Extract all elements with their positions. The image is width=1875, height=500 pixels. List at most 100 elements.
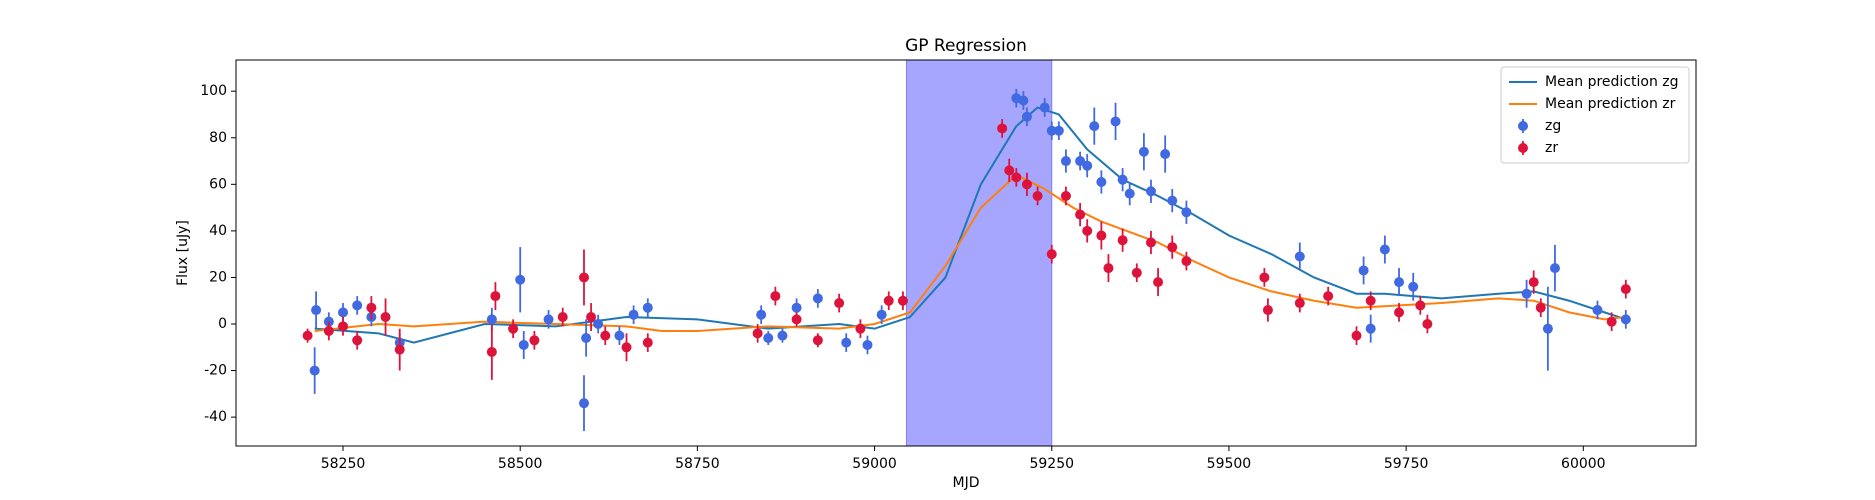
- data-point: [1082, 225, 1093, 236]
- legend-swatch: [1518, 143, 1528, 153]
- data-point: [1181, 207, 1192, 218]
- data-point: [791, 314, 802, 325]
- data-point: [1096, 176, 1107, 187]
- y-tick-label: 80: [209, 130, 227, 146]
- data-point: [600, 330, 611, 341]
- data-point: [1167, 242, 1178, 253]
- data-point: [1535, 302, 1546, 313]
- data-point: [1181, 256, 1192, 267]
- y-axis-label: Flux [uJy]: [175, 220, 191, 286]
- data-point: [586, 312, 597, 323]
- data-point: [1160, 149, 1171, 160]
- y-tick-label: 60: [209, 176, 227, 192]
- data-point: [1358, 265, 1369, 276]
- legend-label: zg: [1545, 118, 1561, 134]
- data-point: [841, 337, 852, 348]
- data-point: [1039, 102, 1050, 113]
- data-point: [1021, 179, 1032, 190]
- data-point: [1379, 244, 1390, 255]
- data-point: [1592, 305, 1603, 316]
- legend-label: Mean prediction zr: [1545, 96, 1676, 112]
- data-point: [1117, 235, 1128, 246]
- data-point: [1294, 251, 1305, 262]
- data-point: [997, 123, 1008, 134]
- data-point: [777, 330, 788, 341]
- data-point: [1145, 186, 1156, 197]
- data-point: [486, 314, 497, 325]
- data-point: [897, 295, 908, 306]
- data-point: [1351, 330, 1362, 341]
- data-point: [1542, 323, 1553, 334]
- data-point: [394, 344, 405, 355]
- data-point: [642, 337, 653, 348]
- data-point: [1521, 288, 1532, 299]
- data-point: [1606, 316, 1617, 327]
- data-point: [352, 335, 363, 346]
- data-point: [518, 339, 529, 350]
- data-point: [1259, 272, 1270, 283]
- data-point: [1138, 146, 1149, 157]
- data-point: [490, 291, 501, 302]
- x-tick-label: 58500: [498, 456, 543, 472]
- data-point: [1365, 323, 1376, 334]
- x-tick-label: 59250: [1029, 456, 1074, 472]
- data-point: [1167, 195, 1178, 206]
- data-point: [366, 302, 377, 313]
- y-tick-label: -40: [204, 409, 227, 425]
- data-point: [621, 342, 632, 353]
- data-point: [1011, 172, 1022, 183]
- data-point: [1053, 125, 1064, 136]
- legend-swatch: [1518, 121, 1528, 131]
- data-point: [1415, 300, 1426, 311]
- data-point: [309, 365, 320, 376]
- data-point: [1018, 95, 1029, 106]
- data-point: [1145, 237, 1156, 248]
- data-point: [1082, 160, 1093, 171]
- data-point: [1394, 307, 1405, 318]
- data-point: [1075, 209, 1086, 220]
- data-point: [1408, 281, 1419, 292]
- data-point: [756, 309, 767, 320]
- data-point: [529, 335, 540, 346]
- plot-frame: [235, 59, 1697, 447]
- y-tick-label: 20: [209, 269, 227, 285]
- data-point: [855, 323, 866, 334]
- data-point: [1394, 277, 1405, 288]
- x-tick-label: 59750: [1384, 456, 1429, 472]
- data-point: [752, 328, 763, 339]
- data-point: [1153, 277, 1164, 288]
- data-point: [578, 272, 589, 283]
- data-point: [614, 330, 625, 341]
- data-point: [543, 314, 554, 325]
- data-point: [578, 398, 589, 409]
- y-tick-label: 0: [218, 316, 227, 332]
- data-point: [1117, 174, 1128, 185]
- data-point: [812, 293, 823, 304]
- data-point: [508, 323, 519, 334]
- data-point: [581, 332, 592, 343]
- data-point: [1032, 190, 1043, 201]
- data-point: [1110, 116, 1121, 127]
- data-point: [876, 309, 887, 320]
- x-tick-label: 60000: [1561, 456, 1606, 472]
- data-point: [883, 295, 894, 306]
- x-axis-label: MJD: [953, 475, 980, 491]
- data-point: [1620, 314, 1631, 325]
- data-point: [763, 332, 774, 343]
- data-point: [486, 346, 497, 357]
- data-point: [1089, 121, 1100, 132]
- data-point: [1103, 263, 1114, 274]
- mean-line: [314, 106, 1627, 344]
- legend-box: [1500, 66, 1690, 164]
- data-point: [628, 309, 639, 320]
- data-point: [557, 312, 568, 323]
- data-point: [1365, 295, 1376, 306]
- data-point: [1046, 125, 1057, 136]
- data-point: [1060, 156, 1071, 167]
- data-point: [302, 330, 313, 341]
- y-tick-label: 40: [209, 223, 227, 239]
- data-point: [770, 291, 781, 302]
- legend-label: Mean prediction zg: [1545, 74, 1679, 90]
- data-point: [642, 302, 653, 313]
